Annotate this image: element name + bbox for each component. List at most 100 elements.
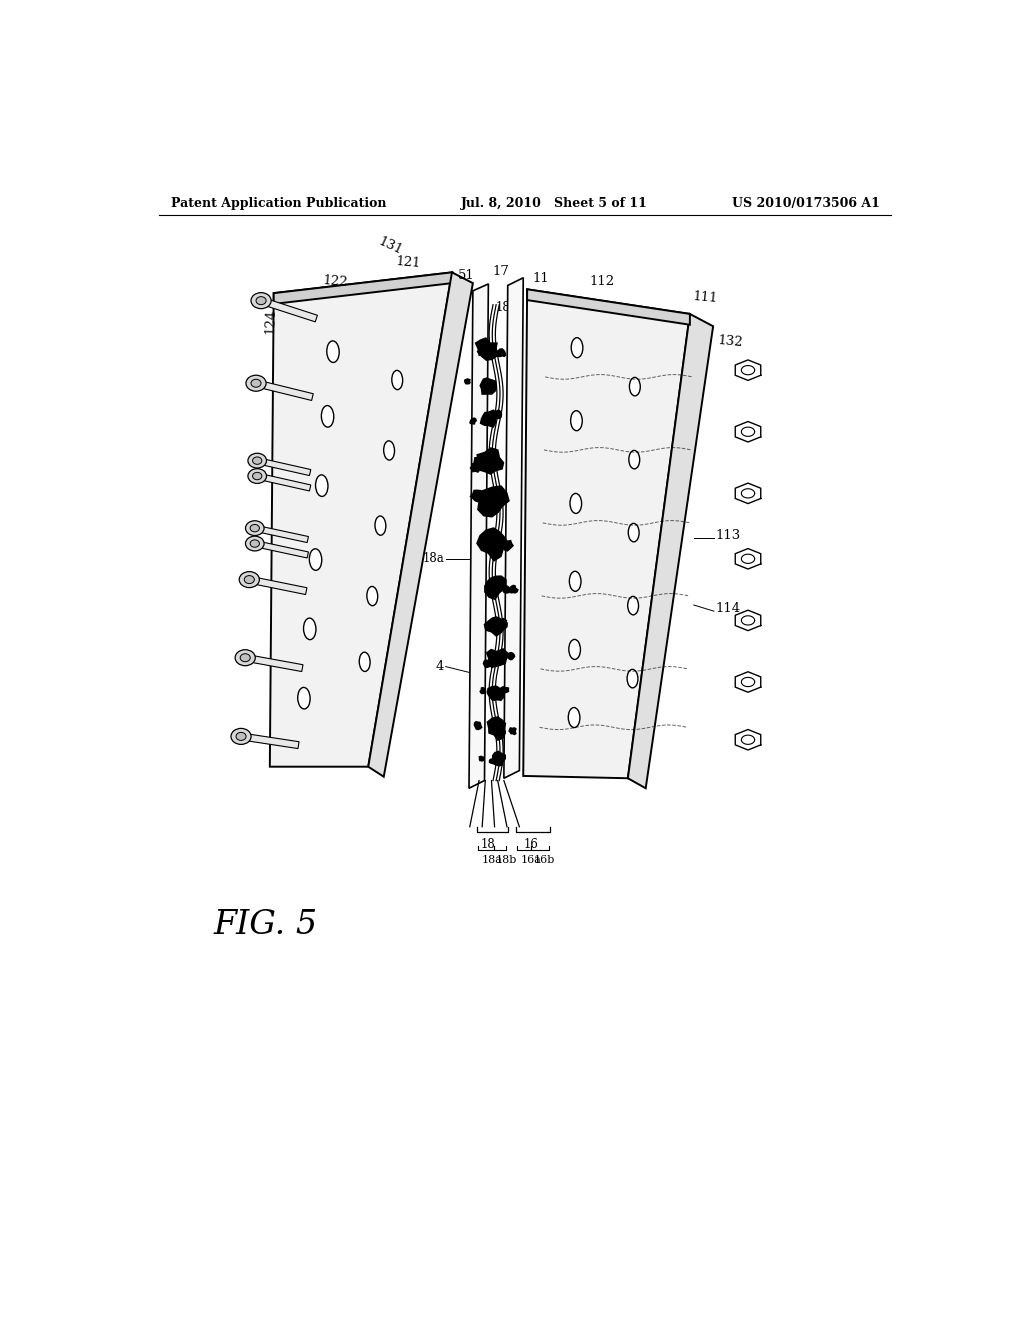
Ellipse shape [367, 586, 378, 606]
Ellipse shape [375, 516, 386, 535]
Polygon shape [489, 383, 496, 391]
Ellipse shape [571, 338, 583, 358]
Text: 114: 114 [716, 602, 740, 615]
Ellipse shape [251, 293, 271, 309]
Text: 16: 16 [523, 837, 539, 850]
Polygon shape [476, 447, 505, 475]
Polygon shape [486, 457, 498, 469]
Polygon shape [735, 610, 761, 631]
Ellipse shape [253, 473, 262, 479]
Ellipse shape [628, 597, 639, 615]
Ellipse shape [236, 733, 246, 741]
Ellipse shape [236, 649, 255, 665]
Text: 111: 111 [692, 289, 719, 305]
Polygon shape [483, 616, 507, 636]
Ellipse shape [570, 494, 582, 513]
Polygon shape [496, 727, 506, 737]
Polygon shape [479, 378, 497, 395]
Polygon shape [501, 540, 514, 552]
Polygon shape [735, 549, 761, 569]
Polygon shape [469, 417, 477, 425]
Polygon shape [369, 272, 473, 776]
Polygon shape [469, 284, 488, 788]
Text: Patent Application Publication: Patent Application Publication [171, 197, 386, 210]
Ellipse shape [256, 297, 266, 305]
Polygon shape [486, 498, 501, 512]
Polygon shape [479, 409, 498, 428]
Text: 122: 122 [322, 275, 348, 289]
Polygon shape [504, 277, 523, 779]
Ellipse shape [246, 375, 266, 391]
Text: 18a: 18a [496, 301, 517, 314]
Polygon shape [479, 686, 486, 694]
Polygon shape [476, 486, 510, 517]
Text: 121: 121 [395, 255, 422, 271]
Ellipse shape [246, 521, 264, 536]
Polygon shape [257, 458, 311, 475]
Polygon shape [489, 532, 500, 544]
Polygon shape [241, 733, 299, 748]
Polygon shape [464, 378, 471, 384]
Ellipse shape [241, 653, 250, 661]
Polygon shape [494, 656, 502, 664]
Ellipse shape [570, 411, 583, 430]
Polygon shape [496, 350, 504, 358]
Polygon shape [493, 536, 505, 549]
Polygon shape [735, 483, 761, 504]
Ellipse shape [251, 379, 261, 387]
Polygon shape [469, 490, 484, 503]
Polygon shape [735, 421, 761, 442]
Text: US 2010/0173506 A1: US 2010/0173506 A1 [732, 197, 880, 210]
Polygon shape [499, 618, 507, 627]
Polygon shape [498, 348, 506, 358]
Polygon shape [500, 622, 508, 630]
Text: 11: 11 [532, 272, 549, 285]
Polygon shape [735, 672, 761, 692]
Text: 16a: 16a [520, 855, 541, 865]
Text: 4: 4 [436, 660, 444, 673]
Ellipse shape [359, 652, 370, 672]
Text: Jul. 8, 2010   Sheet 5 of 11: Jul. 8, 2010 Sheet 5 of 11 [461, 197, 648, 210]
Polygon shape [523, 289, 690, 779]
Ellipse shape [630, 378, 640, 396]
Ellipse shape [245, 576, 254, 583]
Polygon shape [490, 751, 506, 767]
Polygon shape [476, 527, 509, 562]
Ellipse shape [253, 457, 262, 465]
Polygon shape [254, 540, 308, 558]
Polygon shape [496, 409, 503, 417]
Polygon shape [482, 381, 490, 389]
Ellipse shape [629, 524, 639, 541]
Polygon shape [245, 655, 303, 672]
Text: 18: 18 [480, 837, 496, 850]
Polygon shape [509, 585, 519, 594]
Polygon shape [249, 577, 307, 594]
Polygon shape [270, 272, 452, 767]
Polygon shape [508, 727, 517, 735]
Text: 17: 17 [493, 265, 509, 277]
Ellipse shape [240, 572, 259, 587]
Polygon shape [502, 585, 511, 594]
Polygon shape [735, 360, 761, 380]
Ellipse shape [250, 524, 259, 532]
Polygon shape [473, 457, 482, 469]
Polygon shape [260, 297, 317, 322]
Text: 112: 112 [589, 275, 614, 288]
Ellipse shape [322, 405, 334, 428]
Text: 124: 124 [263, 309, 278, 334]
Ellipse shape [568, 639, 581, 660]
Text: 18a: 18a [481, 855, 503, 865]
Text: 131: 131 [376, 235, 404, 257]
Ellipse shape [246, 536, 264, 550]
Polygon shape [479, 756, 485, 762]
Polygon shape [257, 473, 311, 491]
Text: FIG. 5: FIG. 5 [213, 909, 317, 941]
Text: 16b: 16b [535, 855, 555, 865]
Ellipse shape [248, 453, 266, 469]
Polygon shape [255, 380, 313, 400]
Polygon shape [478, 755, 484, 762]
Polygon shape [273, 272, 452, 304]
Polygon shape [485, 648, 508, 668]
Polygon shape [469, 462, 480, 473]
Ellipse shape [384, 441, 394, 461]
